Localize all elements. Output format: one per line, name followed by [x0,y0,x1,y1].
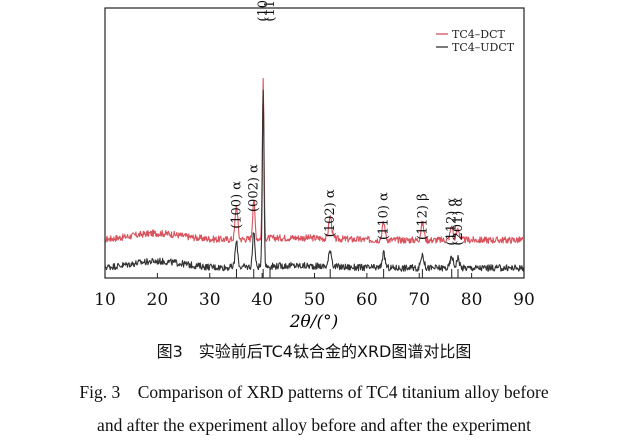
x-tick-label-4: 50 [304,290,326,310]
x-tick-label-7: 80 [461,290,483,310]
x-tick-label-2: 30 [199,290,221,310]
peak-label-5: (110) α [377,192,392,240]
peak-label-6: (112) β [415,193,430,240]
caption-chinese: 图3 实验前后TC4钛合金的XRD图谱对比图 [156,342,472,361]
caption-english-line-2: and after the experiment alloy before an… [97,415,531,435]
peak-label-3: (110) β [263,0,278,22]
peak-label-2: (101) α [256,0,271,22]
peak-label-4: (102) α [323,189,338,237]
x-tick-label-8: 90 [513,290,535,310]
x-tick-label-3: 40 [251,290,273,310]
series-line-1 [104,89,525,272]
peak-label-8: (201) α [451,198,466,246]
series-layer [104,78,525,272]
x-axis-title: 2θ/(°) [289,312,339,332]
peak-label-7: (112) α [445,198,460,246]
x-tick-label-6: 70 [408,290,430,310]
legend-label-1: TC4–UDCT [452,41,515,54]
x-tick-label-1: 20 [147,290,169,310]
peak-label-0: (100) α [229,181,244,229]
x-tick-label-5: 60 [356,290,378,310]
legend-label-0: TC4–DCT [452,28,505,41]
peak-label-1: (002) α [247,164,262,212]
peak-labels: (100) α(002) α (101) α(110) β (102) α (110)… [229,0,466,278]
x-axis: 10 20 30 40 50 60 70 80 90 [94,273,535,310]
caption-english-line-1: Fig. 3 Comparison of XRD patterns of TC4… [79,382,549,402]
x-tick-label-0: 10 [94,290,116,310]
series-line-0 [104,78,525,244]
